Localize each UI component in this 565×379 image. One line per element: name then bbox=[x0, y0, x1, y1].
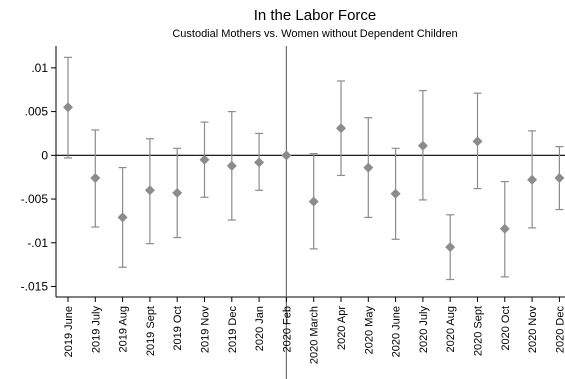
point-estimate-marker bbox=[117, 212, 128, 223]
point-estimate-marker bbox=[172, 187, 183, 198]
x-tick-label: 2019 Dec bbox=[227, 306, 239, 354]
y-tick-label: .01 bbox=[31, 61, 48, 75]
chart-subtitle: Custodial Mothers vs. Women without Depe… bbox=[172, 28, 457, 40]
x-tick-label: 2019 Aug bbox=[118, 306, 130, 353]
x-tick-label: 2020 Nov bbox=[527, 306, 539, 354]
x-tick-label: 2020 Feb bbox=[281, 306, 293, 352]
chart-title: In the Labor Force bbox=[254, 7, 377, 24]
point-estimate-marker bbox=[363, 162, 374, 173]
point-estimate-marker bbox=[90, 173, 101, 184]
point-estimate-marker bbox=[254, 157, 265, 168]
x-tick-label: 2020 March bbox=[309, 306, 321, 364]
point-estimate-marker bbox=[199, 154, 210, 165]
point-estimate-marker bbox=[226, 160, 237, 171]
y-tick-label: 0 bbox=[41, 148, 48, 162]
x-tick-label: 2020 Apr bbox=[336, 306, 348, 350]
point-estimate-marker bbox=[445, 242, 456, 253]
x-tick-label: 2020 July bbox=[418, 306, 430, 354]
point-estimate-marker bbox=[63, 102, 73, 113]
x-tick-label: 2020 May bbox=[363, 306, 375, 355]
point-estimate-marker bbox=[390, 188, 401, 199]
x-tick-label: 2020 Sept bbox=[473, 306, 485, 356]
x-tick-label: 2020 Dec bbox=[554, 306, 565, 354]
y-tick-label: .005 bbox=[25, 105, 49, 119]
y-tick-label: -.005 bbox=[21, 192, 49, 206]
y-tick-label: -.01 bbox=[27, 236, 48, 250]
point-estimate-marker bbox=[417, 140, 428, 151]
point-estimate-marker bbox=[554, 173, 565, 184]
plot-area: .01 .005 0 -.005 -.01 -.015 2019 June 2019 July… bbox=[21, 46, 565, 379]
point-estimate-marker bbox=[472, 136, 483, 147]
x-tick-label: 2019 Sept bbox=[145, 306, 157, 356]
point-estimate-marker bbox=[281, 150, 292, 161]
point-estimate-marker bbox=[336, 123, 346, 134]
x-tick-label: 2019 July bbox=[90, 306, 102, 354]
point-estimate-marker bbox=[499, 223, 510, 234]
x-tick-label: 2020 Jan bbox=[254, 306, 266, 351]
point-estimate-marker bbox=[144, 185, 155, 196]
point-estimate-marker bbox=[527, 174, 538, 185]
y-tick-label: -.015 bbox=[21, 280, 49, 294]
x-tick-label: 2019 Nov bbox=[200, 306, 212, 354]
x-tick-label: 2020 Oct bbox=[500, 306, 512, 351]
x-tick-label: 2019 June bbox=[63, 306, 75, 357]
x-tick-label: 2020 Aug bbox=[445, 306, 457, 353]
x-tick-label: 2019 Oct bbox=[172, 306, 184, 351]
point-estimate-marker bbox=[308, 196, 319, 207]
x-tick-label: 2020 June bbox=[391, 306, 403, 357]
